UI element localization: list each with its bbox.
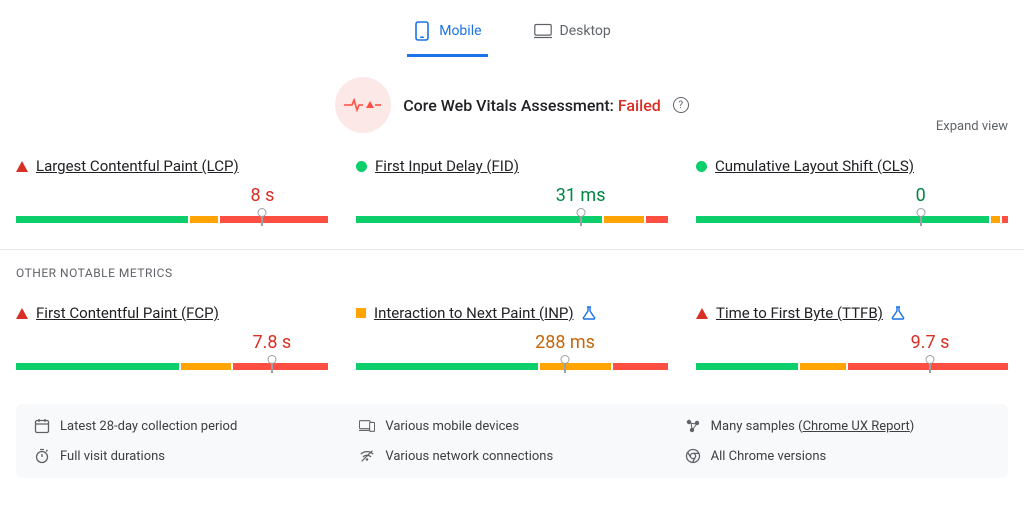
metric-value: 288 ms bbox=[535, 332, 595, 353]
status-icon bbox=[16, 308, 28, 319]
other-metrics-row: First Contentful Paint (FCP) 7.8 s Inter… bbox=[0, 280, 1024, 396]
mobile-icon bbox=[413, 20, 431, 42]
metric-marker bbox=[564, 360, 566, 373]
core-metrics-row: Largest Contentful Paint (LCP) 8 s First… bbox=[0, 133, 1024, 249]
footer-text: All Chrome versions bbox=[711, 449, 827, 464]
metric-value: 31 ms bbox=[556, 185, 606, 206]
assessment-label: Core Web Vitals Assessment: bbox=[403, 96, 614, 115]
footer-text: Latest 28-day collection period bbox=[60, 419, 237, 434]
devices-icon bbox=[359, 418, 375, 434]
chrome-icon bbox=[685, 448, 701, 464]
metric-label[interactable]: Cumulative Layout Shift (CLS) bbox=[715, 157, 914, 175]
metric-label[interactable]: Time to First Byte (TTFB) bbox=[716, 304, 883, 322]
metric-marker bbox=[929, 360, 931, 373]
footer-item-3: Full visit durations bbox=[34, 448, 339, 464]
metric-value: 0 bbox=[916, 185, 926, 206]
experimental-icon bbox=[582, 306, 596, 320]
assessment-text: Core Web Vitals Assessment: Failed bbox=[403, 96, 661, 115]
metric-label[interactable]: First Input Delay (FID) bbox=[375, 157, 519, 175]
expand-view-link[interactable]: Expand view bbox=[936, 119, 1008, 134]
footer-item-0: Latest 28-day collection period bbox=[34, 418, 339, 434]
metric-label[interactable]: Interaction to Next Paint (INP) bbox=[374, 304, 574, 322]
crux-report-link[interactable]: Chrome UX Report bbox=[803, 419, 910, 434]
footer-text: Full visit durations bbox=[60, 449, 165, 464]
footer-item-2: Many samples (Chrome UX Report) bbox=[685, 418, 990, 434]
tab-mobile[interactable]: Mobile bbox=[407, 12, 487, 57]
status-icon bbox=[356, 308, 366, 318]
footer-item-5: All Chrome versions bbox=[685, 448, 990, 464]
experimental-icon bbox=[891, 306, 905, 320]
metric-label[interactable]: First Contentful Paint (FCP) bbox=[36, 304, 219, 322]
pulse-icon bbox=[335, 77, 391, 133]
timer-icon bbox=[34, 448, 50, 464]
metric-label[interactable]: Largest Contentful Paint (LCP) bbox=[36, 157, 239, 175]
metric-bar: 9.7 s bbox=[696, 336, 1008, 376]
footer-item-4: Various network connections bbox=[359, 448, 664, 464]
footer-text: Many samples (Chrome UX Report) bbox=[711, 419, 915, 434]
device-tabs: Mobile Desktop bbox=[0, 0, 1024, 57]
metric-value: 7.8 s bbox=[252, 332, 291, 353]
calendar-icon bbox=[34, 418, 50, 434]
footer-item-1: Various mobile devices bbox=[359, 418, 664, 434]
metric-bar: 31 ms bbox=[356, 189, 668, 229]
footer-text: Various network connections bbox=[385, 449, 553, 464]
metric-fid: First Input Delay (FID) 31 ms bbox=[356, 157, 668, 229]
status-icon bbox=[16, 161, 28, 172]
metric-marker bbox=[580, 213, 582, 226]
metric-cls: Cumulative Layout Shift (CLS) 0 bbox=[696, 157, 1008, 229]
footer-info-box: Latest 28-day collection period Various … bbox=[16, 404, 1008, 478]
metric-value: 8 s bbox=[251, 185, 275, 206]
metric-lcp: Largest Contentful Paint (LCP) 8 s bbox=[16, 157, 328, 229]
help-icon[interactable]: ? bbox=[673, 97, 689, 113]
wifi-icon bbox=[359, 448, 375, 464]
metric-bar: 7.8 s bbox=[16, 336, 328, 376]
metric-marker bbox=[271, 360, 273, 373]
footer-text: Various mobile devices bbox=[385, 419, 519, 434]
tab-mobile-label: Mobile bbox=[439, 23, 481, 39]
status-icon bbox=[696, 161, 707, 172]
metric-fcp: First Contentful Paint (FCP) 7.8 s bbox=[16, 304, 328, 376]
metric-marker bbox=[261, 213, 263, 226]
metric-marker bbox=[920, 213, 922, 226]
samples-icon bbox=[685, 418, 701, 434]
status-icon bbox=[356, 161, 367, 172]
assessment-status: Failed bbox=[618, 96, 661, 115]
other-metrics-heading: OTHER NOTABLE METRICS bbox=[0, 249, 1024, 280]
status-icon bbox=[696, 308, 708, 319]
tab-desktop-label: Desktop bbox=[560, 23, 611, 39]
metric-bar: 0 bbox=[696, 189, 1008, 229]
desktop-icon bbox=[534, 20, 552, 42]
metric-value: 9.7 s bbox=[911, 332, 950, 353]
assessment-row: Core Web Vitals Assessment: Failed ? bbox=[0, 77, 1024, 133]
tab-desktop[interactable]: Desktop bbox=[528, 12, 617, 57]
metric-ttfb: Time to First Byte (TTFB) 9.7 s bbox=[696, 304, 1008, 376]
metric-inp: Interaction to Next Paint (INP) 288 ms bbox=[356, 304, 668, 376]
metric-bar: 288 ms bbox=[356, 336, 668, 376]
metric-bar: 8 s bbox=[16, 189, 328, 229]
